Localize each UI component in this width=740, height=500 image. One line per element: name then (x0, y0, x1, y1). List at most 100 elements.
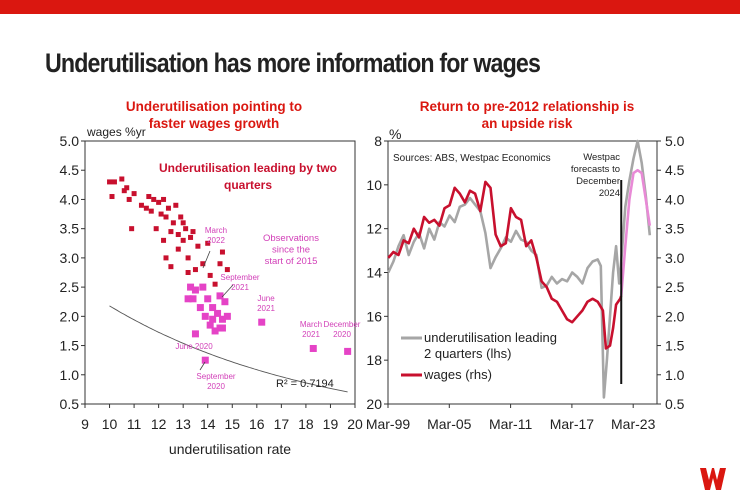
right-chart: Return to pre-2012 relationship is an up… (366, 99, 685, 432)
scatter-point-pre2015 (185, 255, 191, 261)
right-x-tick-label: Mar-99 (366, 416, 411, 432)
scatter-point-pre2015 (126, 196, 132, 202)
scatter-point-since2015 (201, 356, 209, 364)
scatter-point-since2015 (218, 315, 226, 323)
left-annotation-text: March (300, 320, 322, 329)
scatter-point-since2015 (216, 292, 224, 300)
annotation-leader-line (202, 250, 211, 269)
right-x-tick-label: Mar-05 (427, 416, 472, 432)
right-series-lines (387, 139, 652, 399)
scatter-point-since2015 (211, 327, 219, 335)
legend-label: wages (rhs) (423, 367, 492, 382)
left-chart-subtitle-line1: Underutilisation leading by two (159, 161, 337, 175)
scatter-point-pre2015 (207, 272, 213, 278)
scatter-point-since2015 (206, 321, 214, 329)
scatter-point-pre2015 (192, 267, 198, 273)
left-y-tick-label: 4.5 (60, 162, 80, 178)
scatter-point-pre2015 (138, 202, 144, 208)
left-annotation-text: 2021 (231, 283, 249, 292)
left-y-tick-label: 2.5 (60, 279, 80, 295)
scatter-point-pre2015 (175, 246, 181, 252)
left-chart: Underutilisation pointing to faster wage… (60, 99, 363, 457)
scatter-point-pre2015 (188, 234, 194, 240)
left-y-tick-label: 4.0 (60, 191, 80, 207)
left-annotation-text: March (205, 226, 227, 235)
left-annotation-text: December (324, 320, 361, 329)
left-annotation-text: 2021 (257, 304, 275, 313)
left-annotation-text: 2022 (207, 236, 225, 245)
right-x-tick-label: Mar-17 (550, 416, 595, 432)
scatter-point-pre2015 (185, 270, 191, 275)
left-x-tick-label: 18 (298, 416, 314, 432)
right-right-y-tick-label: 2.0 (665, 308, 685, 324)
right-right-y-tick-label: 1.5 (665, 338, 685, 354)
scatter-point-pre2015 (148, 208, 154, 214)
right-x-ticks: Mar-99 Mar-05 Mar-11 Mar-17 Mar-23 (366, 404, 656, 432)
left-x-tick-label: 15 (224, 416, 240, 432)
scatter-point-since2015 (209, 304, 217, 312)
scatter-point-since2015 (209, 315, 217, 323)
westpac-logo-icon (700, 468, 726, 490)
left-y-ticks: 0.5 1.0 1.5 2.0 2.5 3.0 3.5 4.0 4.5 5.0 (60, 133, 85, 412)
left-x-tick-label: 20 (347, 416, 363, 432)
left-x-tick-label: 10 (102, 416, 118, 432)
scatter-point-pre2015 (224, 267, 230, 273)
r-squared-label: R² = 0.7194 (276, 378, 334, 390)
left-annotation-text: 2020 (207, 382, 225, 391)
scatter-point-pre2015 (153, 226, 159, 232)
scatter-point-since2015 (187, 283, 195, 291)
forecast-note-text: forecasts to (571, 164, 620, 175)
right-left-y-tick-label: 12 (366, 221, 382, 237)
legend-label: 2 quarters (lhs) (424, 346, 511, 361)
page-title: Underutilisation has more information fo… (45, 48, 541, 78)
right-chart-left-unit: % (389, 126, 401, 142)
scatter-point-pre2015 (163, 214, 169, 220)
scatter-point-since2015 (189, 295, 197, 303)
scatter-point-pre2015 (124, 185, 130, 191)
wages-series-line (387, 180, 623, 350)
scatter-point-since2015 (184, 295, 192, 303)
left-chart-title-line2: faster wages growth (149, 116, 280, 131)
right-x-tick-label: Mar-11 (489, 416, 533, 432)
wages-series-line (619, 168, 652, 297)
left-annotation-text: 2020 (333, 330, 351, 339)
left-x-tick-label: 12 (151, 416, 167, 432)
left-annotation-text: 2021 (302, 330, 320, 339)
left-y-tick-label: 1.5 (60, 338, 80, 354)
left-scatter-points (107, 176, 352, 364)
right-chart-title-line1: Return to pre-2012 relationship is (420, 99, 635, 114)
left-trendline (109, 305, 348, 393)
left-x-tick-label: 14 (200, 416, 216, 432)
right-left-y-tick-label: 16 (366, 308, 382, 324)
left-chart-subtitle-line2: quarters (224, 178, 272, 192)
scatter-point-since2015 (201, 312, 209, 320)
scatter-point-pre2015 (219, 249, 225, 255)
left-annotation-text: June (257, 294, 275, 303)
left-y-tick-label: 3.5 (60, 221, 80, 237)
left-x-tick-label: 9 (81, 416, 89, 432)
right-right-y-tick-label: 0.5 (665, 396, 685, 412)
left-x-tick-label: 11 (127, 416, 142, 432)
scatter-point-since2015 (218, 324, 226, 332)
right-x-tick-label: Mar-23 (611, 416, 656, 432)
scatter-point-pre2015 (131, 191, 137, 197)
left-x-tick-label: 13 (175, 416, 191, 432)
scatter-point-pre2015 (163, 255, 169, 261)
scatter-point-pre2015 (143, 205, 149, 211)
left-annotation-text: June 2020 (175, 342, 213, 351)
scatter-point-pre2015 (217, 261, 223, 267)
right-right-y-tick-label: 4.0 (665, 191, 685, 207)
forecast-note-text: December (576, 176, 620, 187)
right-chart-source: Sources: ABS, Westpac Economics (393, 153, 551, 164)
right-right-y-tick-label: 2.5 (665, 279, 685, 295)
scatter-point-pre2015 (109, 194, 115, 200)
scatter-point-since2015 (214, 309, 222, 317)
left-chart-xlabel: underutilisation rate (169, 441, 291, 457)
forecast-note-text: 2024 (599, 188, 620, 199)
annotation-leader-line (221, 284, 234, 298)
right-right-y-tick-label: 1.0 (665, 367, 685, 383)
scatter-point-pre2015 (119, 176, 125, 182)
scatter-point-since2015 (204, 295, 212, 303)
scatter-point-since2015 (191, 330, 199, 338)
